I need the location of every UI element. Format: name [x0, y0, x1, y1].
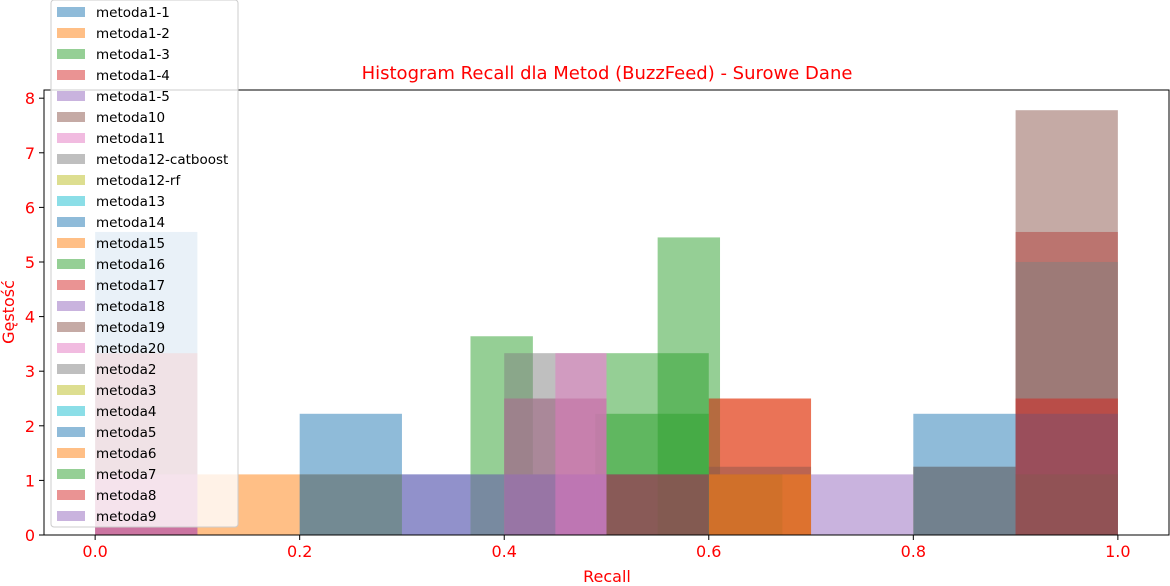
legend-label: metoda1-5 — [96, 89, 170, 105]
y-tick-label: 3 — [25, 362, 35, 381]
legend-swatch — [57, 406, 85, 416]
y-tick-label: 7 — [25, 144, 35, 163]
legend-label: metoda13 — [96, 194, 165, 210]
legend-label: metoda1-3 — [96, 47, 170, 63]
x-tick-label: 1.0 — [1105, 542, 1130, 561]
legend-swatch — [57, 301, 85, 311]
legend-swatch — [57, 511, 85, 521]
x-axis-label: Recall — [583, 567, 631, 586]
bars-layer — [95, 110, 1118, 536]
legend-swatch — [57, 196, 85, 206]
y-tick-label: 6 — [25, 198, 35, 217]
legend-swatch — [57, 7, 85, 17]
legend-label: metoda7 — [96, 467, 156, 483]
legend-swatch — [57, 385, 85, 395]
legend-swatch — [57, 91, 85, 101]
y-tick-label: 2 — [25, 417, 35, 436]
x-tick-label: 0.4 — [492, 542, 517, 561]
legend-label: metoda12-catboost — [96, 152, 228, 168]
legend-swatch — [57, 28, 85, 38]
legend-label: metoda6 — [96, 446, 156, 462]
legend-swatch — [57, 280, 85, 290]
legend-label: metoda12-rf — [96, 173, 181, 189]
legend-label: metoda10 — [96, 110, 165, 126]
legend-label: metoda20 — [96, 341, 165, 357]
y-axis-label: Gęstość — [0, 280, 18, 344]
legend-label: metoda8 — [96, 488, 156, 504]
legend-swatch — [57, 217, 85, 227]
legend-swatch — [57, 133, 85, 143]
x-tick-label: 0.0 — [82, 542, 107, 561]
legend-label: metoda4 — [96, 404, 156, 420]
legend-swatch — [57, 112, 85, 122]
legend-swatch — [57, 322, 85, 332]
x-tick-label: 0.2 — [287, 542, 312, 561]
legend-frame — [50, 0, 239, 528]
legend-swatch — [57, 259, 85, 269]
legend-swatch — [57, 238, 85, 248]
y-tick-label: 4 — [25, 308, 35, 327]
legend-label: metoda18 — [96, 299, 165, 315]
legend-label: metoda16 — [96, 257, 165, 273]
histogram-bar — [299, 474, 402, 535]
legend-swatch — [57, 343, 85, 353]
legend-label: metoda2 — [96, 362, 156, 378]
legend-label: metoda19 — [96, 320, 165, 336]
legend-swatch — [57, 70, 85, 80]
legend-label: metoda1-1 — [96, 5, 170, 21]
legend-swatch — [57, 175, 85, 185]
histogram-bar — [708, 474, 812, 535]
legend-label: metoda14 — [96, 215, 165, 231]
legend-swatch — [57, 49, 85, 59]
legend-swatch — [57, 364, 85, 374]
legend-label: metoda1-4 — [96, 68, 170, 84]
legend-entries: metoda1-1 metoda1-2 metoda1-3 metoda1-4 meto… — [57, 5, 228, 525]
histogram-bar — [606, 474, 709, 535]
legend-swatch — [57, 469, 85, 479]
legend-label: metoda15 — [96, 236, 165, 252]
legend-swatch — [57, 490, 85, 500]
legend: metoda1-1 metoda1-2 metoda1-3 metoda1-4 meto… — [50, 0, 239, 528]
legend-swatch — [57, 448, 85, 458]
histogram-bar — [1015, 474, 1118, 535]
x-tick-label: 0.8 — [901, 542, 926, 561]
legend-label: metoda3 — [96, 383, 156, 399]
histogram-bar — [913, 413, 1016, 535]
legend-swatch — [57, 154, 85, 164]
y-tick-label: 5 — [25, 253, 35, 272]
legend-label: metoda9 — [96, 509, 156, 525]
histogram-bar — [555, 353, 607, 535]
legend-swatch — [57, 427, 85, 437]
legend-label: metoda11 — [96, 131, 165, 147]
x-tick-label: 0.6 — [696, 542, 721, 561]
histogram-bar — [811, 474, 914, 535]
chart-title: Histogram Recall dla Metod (BuzzFeed) - … — [362, 63, 853, 84]
plot-frame — [43, 89, 1170, 536]
y-tick-label: 1 — [25, 471, 35, 490]
legend-label: metoda1-2 — [96, 26, 170, 42]
histogram-bar — [401, 474, 505, 535]
y-tick-label: 8 — [25, 89, 35, 108]
legend-label: metoda17 — [96, 278, 165, 294]
legend-label: metoda5 — [96, 425, 156, 441]
axes-layer: 0.0 0.2 0.4 0.6 0.8 1.0 0 1 2 3 4 5 6 7 8 — [25, 89, 1170, 561]
y-tick-label: 0 — [25, 526, 35, 545]
